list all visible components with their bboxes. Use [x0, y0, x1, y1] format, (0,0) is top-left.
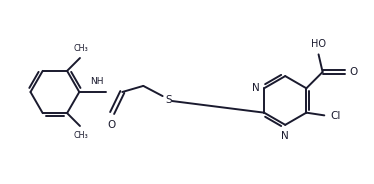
Text: CH₃: CH₃ [73, 44, 88, 53]
Text: CH₃: CH₃ [73, 131, 88, 140]
Text: S: S [166, 95, 172, 105]
Text: Cl: Cl [330, 111, 340, 121]
Text: N: N [252, 83, 260, 93]
Text: O: O [349, 67, 358, 77]
Text: HO: HO [311, 39, 326, 49]
Text: N: N [281, 131, 289, 141]
Text: O: O [107, 120, 116, 130]
Text: NH: NH [91, 77, 104, 86]
